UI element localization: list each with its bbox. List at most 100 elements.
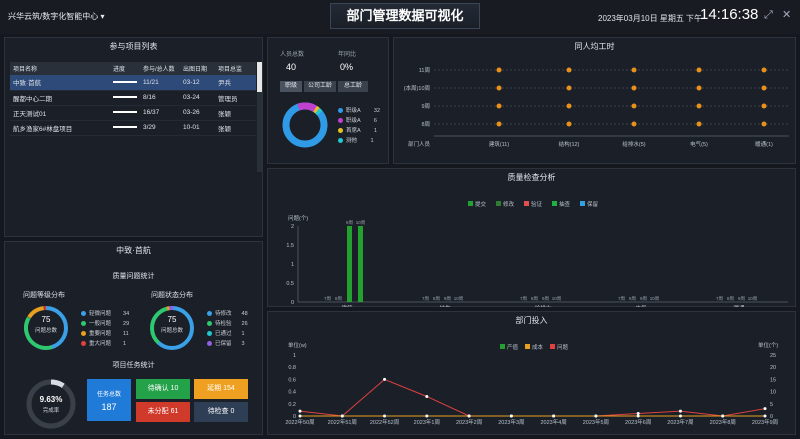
x-tick-label: 暖通(1) xyxy=(755,140,773,148)
bar-label: 7周 xyxy=(422,296,429,302)
legend-swatch xyxy=(525,344,530,349)
data-point xyxy=(631,67,637,73)
y-tick-label: 9周 xyxy=(421,103,430,110)
legend-label: 产值 xyxy=(507,343,519,351)
data-point xyxy=(383,377,387,381)
bar-label: 10周 xyxy=(454,296,464,302)
y-tick-label: 11周 xyxy=(419,67,430,74)
projects-title: 参与项目列表 xyxy=(5,41,262,52)
x-tick-label: 2023年7周 xyxy=(667,418,693,426)
y-tick-label: 0.4 xyxy=(288,390,296,396)
legend-label: 抽查 xyxy=(559,200,571,208)
data-point xyxy=(594,414,598,418)
bar-label: 7周 xyxy=(618,296,625,302)
dept-title: 中致·首航 xyxy=(5,245,262,256)
tile-unassigned[interactable]: 未分配 61 xyxy=(136,402,190,422)
x-tick-label: 2022年50周 xyxy=(285,418,314,426)
data-point xyxy=(425,414,429,418)
staff-total: 40 xyxy=(286,62,297,72)
table-row[interactable]: 正天测试01 16/37 03-26 张颖 xyxy=(10,105,256,121)
quality-title: 质量检查分析 xyxy=(268,172,795,183)
bar-label: 8周 xyxy=(531,296,538,302)
dept-panel: 中致·首航 质量问题统计 问题等级分布 75 问题总数 轻微问题 34 一般问题 2… xyxy=(4,241,263,435)
tab-total-age[interactable]: 总工龄 xyxy=(338,81,368,92)
y-axis-label: 问题(个) xyxy=(288,214,308,222)
data-point xyxy=(631,85,637,91)
bar-label: 10周 xyxy=(748,296,758,302)
legend-swatch xyxy=(496,201,501,206)
series-line xyxy=(299,378,766,417)
data-point xyxy=(696,67,702,73)
legend-swatch xyxy=(500,344,505,349)
org-selector[interactable]: 兴华云筑/数字化智能中心 ▾ xyxy=(8,12,105,21)
status-total: 75 xyxy=(167,315,177,324)
staff-donut xyxy=(282,102,328,148)
legend-swatch xyxy=(580,201,585,206)
y-tick-label: 0.8 xyxy=(288,365,296,371)
status-legend: 待修改 48 待检验 26 已通过 1 已保留 3 xyxy=(207,309,248,349)
task-total-tile[interactable]: 任务总数 187 xyxy=(87,379,131,421)
table-row[interactable]: 醒都中心二期 8/16 03-24 管理员 xyxy=(10,90,256,106)
x-tick-label: 2023年6周 xyxy=(625,418,651,426)
bar-label: 9周 xyxy=(444,296,451,302)
data-point xyxy=(552,414,556,418)
y-right-tick-label: 0 xyxy=(770,414,773,420)
staff-yoy: 0% xyxy=(340,62,354,72)
staff-yoy-label: 年同比 xyxy=(338,52,357,58)
bar-label: 9周 xyxy=(640,296,647,302)
close-icon[interactable]: ✕ xyxy=(782,9,792,21)
data-point xyxy=(761,103,767,109)
tile-pending-confirm[interactable]: 待确认 10 xyxy=(136,379,190,399)
date-display: 2023年03月10日 星期五 下午 xyxy=(598,14,703,23)
col-director: 项目总监 xyxy=(215,62,256,75)
data-point xyxy=(696,121,702,127)
data-point xyxy=(496,85,502,91)
tile-delayed[interactable]: 延期 154 xyxy=(194,379,248,399)
y-tick-label: 2 xyxy=(291,224,294,230)
table-scrollbar[interactable] xyxy=(257,62,262,172)
bar-label: 10周 xyxy=(356,220,366,226)
y-tick-label: 1 xyxy=(293,353,296,359)
table-row[interactable]: 航乡渔家6#林盘项目 3/29 10-01 张颖 xyxy=(10,120,256,136)
data-point xyxy=(496,67,502,73)
data-point xyxy=(636,414,640,418)
x-tick-label: 2022年52周 xyxy=(370,418,399,426)
tab-company-age[interactable]: 公司工龄 xyxy=(304,81,336,92)
data-point xyxy=(340,414,344,418)
data-point xyxy=(631,103,637,109)
data-point xyxy=(696,85,702,91)
y-tick-label: 0.2 xyxy=(288,402,296,408)
data-point xyxy=(509,414,513,418)
data-point xyxy=(678,414,682,418)
x-tick-label: 建筑 xyxy=(341,304,353,307)
col-name: 项目名称 xyxy=(10,62,110,75)
bar-label: 8周 xyxy=(335,296,342,302)
level-donut xyxy=(24,306,68,350)
quality-chart: 提交修改验证抽查保留问题(个)21.510.50建筑7周8周9周10周结构7周8… xyxy=(286,200,788,307)
data-point xyxy=(761,67,767,73)
table-row[interactable]: 中致·首航 11/21 03-12 尹兵 xyxy=(10,75,256,91)
level-title: 问题等级分布 xyxy=(23,292,65,299)
x-tick-label: 2023年9周 xyxy=(752,418,778,426)
y-tick-label: 部门人员 xyxy=(408,140,431,148)
data-point xyxy=(631,121,637,127)
fullscreen-icon[interactable]: ⤢ xyxy=(764,9,773,21)
col-progress: 进度 xyxy=(110,62,140,75)
data-point xyxy=(496,103,502,109)
tile-pending-check[interactable]: 待检查 0 xyxy=(194,402,248,422)
y-right-tick-label: 20 xyxy=(770,365,776,371)
bar-label: 7周 xyxy=(716,296,723,302)
y-tick-label: 0 xyxy=(293,414,296,420)
level-total: 75 xyxy=(41,315,51,324)
tab-rank[interactable]: 职级 xyxy=(280,81,302,92)
page-title: 部门管理数据可视化 xyxy=(330,3,480,29)
y-tick-label: 8周 xyxy=(421,121,430,128)
data-point xyxy=(678,409,682,413)
data-point xyxy=(763,407,767,411)
right-unit: 单位(个) xyxy=(758,341,778,349)
x-tick-label: 2023年8周 xyxy=(710,418,736,426)
caret-down-icon: ▾ xyxy=(100,12,105,21)
worktime-title: 同人均工时 xyxy=(394,41,795,52)
invest-title: 部门投入 xyxy=(268,315,795,326)
legend-swatch xyxy=(552,201,557,206)
